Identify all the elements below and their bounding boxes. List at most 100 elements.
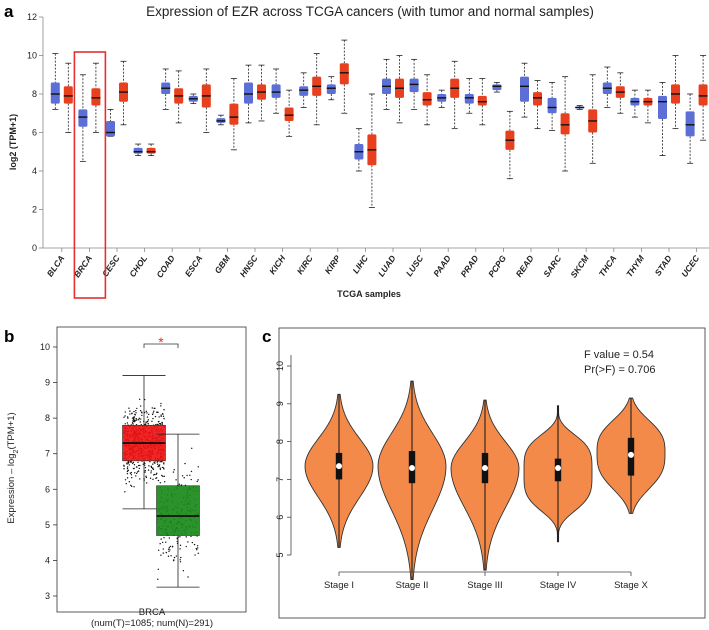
panel-c-ytick-label: 6	[275, 515, 285, 520]
panel-b-point	[130, 484, 132, 487]
panel-a-box-ucec-normal	[685, 111, 695, 137]
panel-b-point	[193, 543, 196, 546]
panel-b-point	[124, 423, 126, 425]
panel-b-chart: Expression – log2(TPM+1) 3 4 5 6 7 8 9 10 * BRC…	[6, 326, 247, 629]
panel-b-point	[159, 422, 162, 425]
panel-b-ytick-label: 3	[45, 591, 50, 601]
panel-b-point	[169, 549, 171, 551]
panel-b-bracket-line	[143, 343, 179, 348]
panel-b-significance-bracket: *	[143, 334, 179, 350]
panel-b-point	[130, 461, 133, 463]
panel-b-category: BRCA	[139, 607, 166, 618]
panel-b-point	[156, 411, 158, 414]
panel-b-point	[178, 483, 181, 485]
panel-b-point	[145, 410, 148, 413]
panel-b-point	[169, 545, 172, 548]
panel-b-point	[127, 417, 129, 419]
panel-a-box-prad-normal	[464, 94, 474, 104]
panel-b-point	[180, 556, 182, 559]
panel-b-point	[176, 540, 178, 543]
panel-b-point	[148, 465, 150, 467]
panel-b-point	[162, 475, 164, 478]
panel-b-point	[160, 538, 162, 540]
panel-a-category-label: UCEC	[679, 253, 702, 279]
panel-b-point	[123, 416, 125, 419]
panel-a-box-kirp-normal	[326, 84, 336, 94]
panel-b-point	[156, 463, 159, 465]
panel-b-point	[128, 407, 130, 409]
panel-b-point	[126, 467, 129, 470]
panel-a-ytick-label: 2	[32, 205, 37, 215]
panel-b-point	[162, 548, 164, 550]
panel-b-point	[132, 420, 135, 423]
panel-b-point	[135, 475, 137, 477]
panel-a-box-brca-normal	[78, 109, 88, 127]
panel-b-point	[156, 461, 158, 463]
panel-b-point	[146, 416, 149, 418]
panel-a-category-label: CESC	[100, 253, 122, 279]
panel-b-point	[135, 419, 137, 422]
panel-b-ylabel-subscript: 2	[13, 449, 20, 453]
panel-c-ytick-label: 10	[275, 361, 285, 371]
panel-b-point	[155, 473, 157, 476]
panel-b-point	[168, 550, 170, 553]
panel-b-point	[126, 466, 129, 468]
panel-c-median-dot	[555, 465, 561, 472]
panel-b-point	[145, 475, 147, 478]
panel-a-box-blca-tumor	[63, 86, 73, 104]
panel-b-point	[173, 469, 175, 471]
panel-a-box-blca-normal	[50, 82, 60, 104]
panel-a-ytick-label: 12	[27, 12, 37, 22]
panel-b-point	[123, 468, 125, 470]
panel-b-point	[179, 548, 181, 550]
panel-a-xlabel: TCGA samples	[337, 289, 401, 299]
panel-a-category-label: LIHC	[350, 253, 370, 276]
panel-a-ylabel: log2 (TPM+1)	[8, 114, 18, 170]
panel-b-point	[157, 411, 159, 413]
panel-b-point	[145, 423, 147, 425]
panel-b-point	[133, 410, 135, 413]
panel-b-ylabel-prefix: Expression – log	[6, 453, 17, 523]
panel-a-box-kich-normal	[271, 84, 281, 98]
panel-a-box-lusc-normal	[409, 78, 419, 93]
panel-b-point	[144, 470, 146, 472]
panel-b-point	[190, 470, 193, 473]
panel-b-point	[160, 405, 162, 407]
panel-b-point	[160, 414, 162, 416]
panel-b-point	[147, 419, 150, 421]
panel-b-point	[131, 412, 133, 414]
panel-b-point	[145, 482, 148, 484]
panel-b-point	[163, 481, 166, 483]
panel-b-point	[159, 482, 162, 484]
panel-b-point	[160, 415, 162, 417]
panel-b-point	[197, 479, 199, 481]
panel-b-point	[127, 461, 129, 463]
panel-b-point	[135, 417, 137, 420]
panel-b-point	[132, 419, 134, 422]
panel-a-letter: a	[4, 2, 14, 21]
panel-b-point	[132, 461, 135, 464]
panel-b-point	[157, 549, 160, 551]
panel-b-point	[151, 407, 153, 409]
panel-b-point	[155, 477, 158, 479]
panel-b-point	[175, 479, 177, 481]
panel-b-ytick-label: 4	[45, 555, 50, 565]
panel-b-point	[163, 462, 165, 464]
panel-b-point	[125, 482, 127, 485]
panel-a-ytick-label: 6	[32, 128, 37, 138]
panel-b-box-normal	[156, 485, 200, 536]
panel-b-point	[131, 417, 134, 419]
panel-b-ylabel: Expression – log2(TPM+1)	[6, 412, 20, 523]
panel-c-ytick-label: 7	[275, 477, 285, 482]
panel-b-point	[159, 461, 161, 463]
panel-b-point	[126, 463, 128, 465]
panel-b-point	[124, 491, 126, 493]
panel-b-point	[137, 470, 140, 472]
panel-b-point	[153, 461, 155, 463]
panel-b-point	[161, 421, 163, 424]
panel-b-ylabel-suffix: (TPM+1)	[6, 412, 17, 449]
panel-b-point	[162, 552, 164, 554]
panel-c-category-label: Stage II	[396, 580, 429, 591]
panel-b-point	[147, 469, 150, 471]
panel-c-violins	[304, 380, 666, 581]
